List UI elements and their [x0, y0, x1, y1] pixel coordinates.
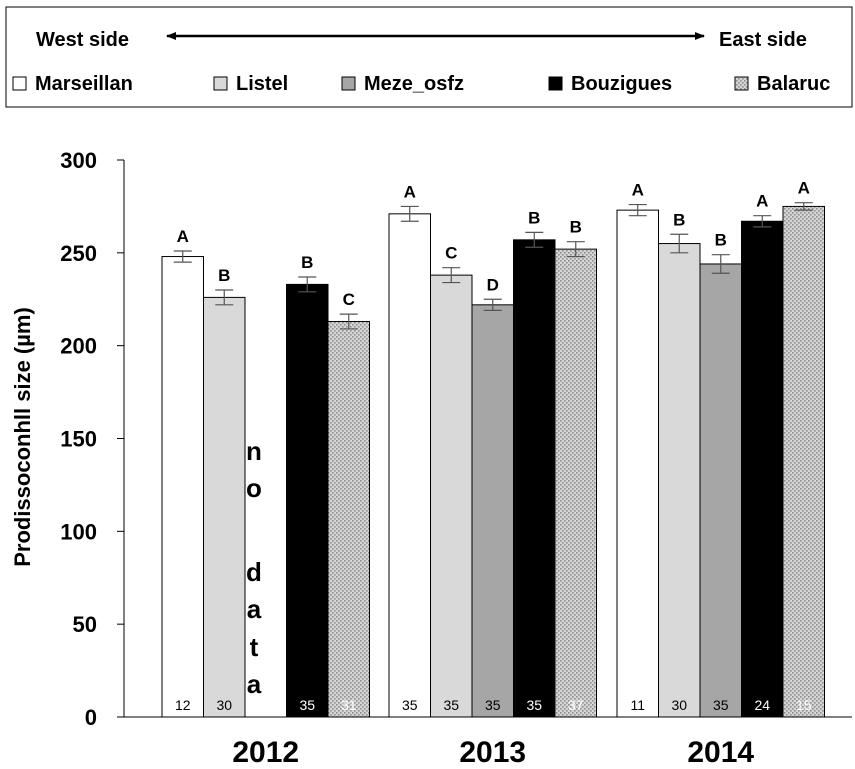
bar-bouzigues-2014: [741, 220, 784, 718]
bar-balaruc-2013: [554, 248, 597, 718]
no-data-letter: a: [247, 669, 262, 699]
legend-frame: [5, 6, 853, 108]
significance-letter: A: [404, 182, 416, 201]
legend: West side East side Marseillan Listel Meze…: [5, 6, 853, 108]
y-tick-label: 50: [73, 612, 97, 637]
bar-marseillan-2014: [616, 209, 659, 718]
sample-size-label: 35: [299, 697, 315, 713]
y-tick-label: 200: [60, 334, 97, 359]
bar-marseillan-2013: [388, 213, 431, 718]
no-data-letter: d: [246, 557, 262, 587]
legend-label-marseillan: Marseillan: [35, 73, 133, 95]
legend-label-listel: Listel: [236, 73, 288, 95]
sample-size-label: 37: [568, 697, 584, 713]
no-data-letter: a: [247, 594, 262, 624]
legend-label-meze_osfz: Meze_osfz: [364, 73, 464, 95]
bar-balaruc-2014: [782, 205, 825, 718]
sample-size-label: 30: [216, 697, 232, 713]
legend-label-bouzigues: Bouzigues: [571, 73, 672, 95]
x-category-label-2012: 2012: [232, 736, 299, 769]
significance-letter: A: [798, 179, 810, 198]
legend-swatch-listel: [213, 76, 228, 91]
significance-letter: A: [177, 227, 189, 246]
significance-letter: B: [301, 253, 313, 272]
sample-size-label: 31: [341, 697, 357, 713]
sample-size-label: 35: [402, 697, 418, 713]
x-category-label-2014: 2014: [687, 736, 754, 769]
bar-balaruc-2012: [327, 321, 370, 718]
significance-letter: B: [715, 231, 727, 250]
legend-east-label: East side: [719, 29, 807, 51]
sample-size-label: 35: [713, 697, 729, 713]
no-data-letter: n: [246, 436, 262, 466]
legend-swatch-bouzigues: [548, 76, 563, 91]
legend-label-balaruc: Balaruc: [757, 73, 830, 95]
significance-letter: C: [343, 290, 355, 309]
no-data-letter: t: [250, 632, 259, 662]
significance-letter: B: [673, 210, 685, 229]
y-tick-label: 150: [60, 427, 97, 452]
x-category-label-2013: 2013: [459, 736, 526, 769]
bar-bouzigues-2013: [513, 239, 556, 718]
y-tick-label: 300: [60, 148, 97, 173]
significance-letter: B: [570, 218, 582, 237]
no-data-letter: o: [246, 473, 262, 503]
sample-size-label: 11: [630, 697, 645, 713]
significance-letter: D: [487, 275, 499, 294]
y-tick-label: 100: [60, 519, 97, 544]
sample-size-label: 24: [754, 697, 770, 713]
sample-size-label: 12: [175, 697, 191, 713]
sample-size-label: 15: [796, 697, 812, 713]
sample-size-label: 35: [443, 697, 459, 713]
y-tick-label: 0: [85, 705, 97, 730]
bar-bouzigues-2012: [286, 283, 329, 718]
bar-meze_osfz-2014: [699, 263, 742, 718]
significance-letter: A: [756, 192, 768, 211]
legend-swatch-balaruc: [734, 76, 749, 91]
bar-listel-2013: [430, 274, 473, 718]
bar-marseillan-2012: [161, 256, 204, 718]
sample-size-label: 30: [671, 697, 687, 713]
sample-size-label: 35: [485, 697, 501, 713]
bars: A 12 B 30 B 35 C 31 2012 A 35 C 35 D 35 B 35 B 37 2013 A 11 B 3…: [161, 179, 825, 769]
legend-swatch-meze_osfz: [341, 76, 356, 91]
axes: 0 50 100 150 200 250 300: [60, 148, 852, 730]
bar-meze_osfz-2013: [471, 304, 514, 718]
significance-letter: C: [445, 244, 457, 263]
y-tick-label: 250: [60, 241, 97, 266]
significance-letter: B: [528, 208, 540, 227]
legend-west-label: West side: [36, 29, 129, 51]
legend-swatch-marseillan: [12, 76, 27, 91]
bar-listel-2014: [658, 243, 701, 718]
significance-letter: A: [632, 181, 644, 200]
bar-listel-2012: [203, 296, 246, 718]
y-axis-label: Prodissoconhll size (µm): [10, 307, 35, 567]
sample-size-label: 35: [526, 697, 542, 713]
significance-letter: B: [218, 266, 230, 285]
